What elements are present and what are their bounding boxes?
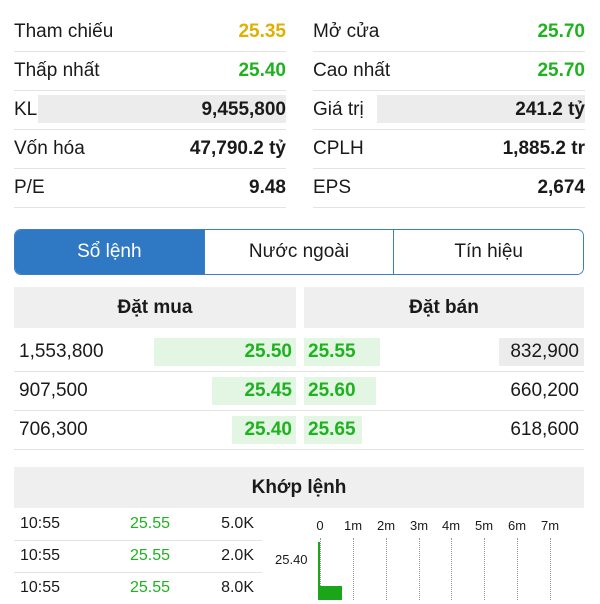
sell-volume: 660,200 (510, 380, 579, 401)
matching-volume-chart: 0 1m 2m 3m 4m 5m 6m 7m 25.40 (270, 512, 590, 600)
stat-value: 25.70 (537, 21, 585, 42)
chart-price-line (318, 542, 320, 600)
buy-price: 25.50 (244, 341, 292, 362)
chart-volume-bar (320, 586, 342, 600)
stat-row-value: Giá trị 241.2 tỷ (313, 90, 585, 130)
match-volume: 8.0K (221, 579, 254, 596)
chart-tick-label: 6m (507, 518, 527, 533)
sell-price: 25.65 (308, 419, 356, 440)
buy-header: Đặt mua (14, 287, 296, 328)
buy-depth-bar (212, 377, 296, 405)
stat-row-market-cap: Vốn hóa 47,790.2 tỷ (14, 129, 286, 169)
match-time: 10:55 (20, 515, 61, 532)
chart-tick-label: 1m (343, 518, 363, 533)
chart-tick-label: 5m (474, 518, 494, 533)
stat-value: 2,674 (537, 177, 585, 198)
match-row: 10:55 25.55 8.0K (14, 572, 262, 604)
chart-tick-label: 3m (409, 518, 429, 533)
sell-volume-bar (499, 338, 584, 366)
match-row: 10:55 25.55 2.0K (14, 540, 262, 573)
match-row: 10:55 25.55 5.0K (14, 508, 262, 541)
value-shade (377, 95, 585, 123)
stat-value: 25.35 (238, 21, 286, 42)
sell-price: 25.55 (308, 341, 356, 362)
buy-depth-bar (154, 338, 296, 366)
orderbook-row[interactable]: 706,300 25.40 25.65 618,600 (14, 410, 584, 450)
matching-header: Khớp lệnh (14, 467, 584, 508)
sell-header: Đặt bán (304, 287, 584, 328)
tab-order-book[interactable]: Sổ lệnh (15, 230, 204, 274)
stat-label: Thấp nhất (14, 60, 100, 81)
chart-tick-label: 2m (376, 518, 396, 533)
match-price: 25.55 (130, 515, 171, 532)
buy-price: 25.40 (244, 419, 292, 440)
stat-label: KL (14, 99, 38, 120)
chart-gridline (451, 538, 452, 600)
stat-value: 25.40 (238, 60, 286, 81)
stat-value: 47,790.2 tỷ (189, 138, 286, 159)
chart-gridline (484, 538, 485, 600)
chart-gridline (386, 538, 387, 600)
stat-row-shares: CPLH 1,885.2 tr (313, 129, 585, 169)
stat-row-open: Mở cửa 25.70 (313, 12, 585, 52)
stat-row-pe: P/E 9.48 (14, 168, 286, 208)
match-price: 25.55 (130, 579, 171, 596)
match-price: 25.55 (130, 547, 171, 564)
chart-gridline (550, 538, 551, 600)
sell-price: 25.60 (308, 380, 356, 401)
stat-value: 1,885.2 tr (502, 138, 585, 159)
stat-row-low: Thấp nhất 25.40 (14, 51, 286, 91)
sell-volume: 618,600 (510, 419, 579, 440)
stat-row-eps: EPS 2,674 (313, 168, 585, 208)
stat-label: P/E (14, 177, 45, 198)
buy-volume: 1,553,800 (19, 341, 104, 362)
stat-label: Mở cửa (313, 21, 380, 42)
volume-shade (38, 95, 286, 123)
chart-tick-label: 0 (316, 518, 324, 533)
buy-price: 25.45 (244, 380, 292, 401)
stat-label: Tham chiếu (14, 21, 114, 42)
chart-price-label: 25.40 (275, 552, 308, 567)
sell-volume: 832,900 (510, 341, 579, 362)
stat-label: Cao nhất (313, 60, 391, 81)
match-volume: 5.0K (221, 515, 254, 532)
orderbook-row[interactable]: 907,500 25.45 25.60 660,200 (14, 371, 584, 411)
chart-gridline (320, 538, 321, 600)
chart-gridline (517, 538, 518, 600)
buy-volume: 706,300 (19, 419, 88, 440)
stat-row-volume: KL 9,455,800 (14, 90, 286, 130)
match-time: 10:55 (20, 547, 61, 564)
orderbook-row[interactable]: 1,553,800 25.50 25.55 832,900 (14, 332, 584, 372)
match-volume: 2.0K (221, 547, 254, 564)
match-time: 10:55 (20, 579, 61, 596)
stat-value: 9.48 (249, 177, 286, 198)
stat-label: EPS (313, 177, 352, 198)
chart-gridline (419, 538, 420, 600)
sell-depth-bar (304, 338, 380, 366)
sell-depth-bar (304, 416, 362, 444)
stat-row-reference: Tham chiếu 25.35 (14, 12, 286, 52)
tab-signals[interactable]: Tín hiệu (393, 230, 583, 274)
sell-depth-bar (304, 377, 376, 405)
segmented-tabs: Sổ lệnh Nước ngoài Tín hiệu (14, 229, 584, 275)
chart-gridline (353, 538, 354, 600)
stat-row-high: Cao nhất 25.70 (313, 51, 585, 91)
stat-label: CPLH (313, 138, 364, 159)
stat-value: 25.70 (537, 60, 585, 81)
stat-value: 9,455,800 (201, 99, 286, 120)
buy-volume: 907,500 (19, 380, 88, 401)
buy-depth-bar (232, 416, 296, 444)
stat-label: Vốn hóa (14, 138, 85, 159)
stat-label: Giá trị (313, 99, 364, 120)
stat-value: 241.2 tỷ (515, 99, 585, 120)
chart-tick-label: 4m (441, 518, 461, 533)
tab-foreign[interactable]: Nước ngoài (203, 230, 394, 274)
chart-tick-label: 7m (540, 518, 560, 533)
